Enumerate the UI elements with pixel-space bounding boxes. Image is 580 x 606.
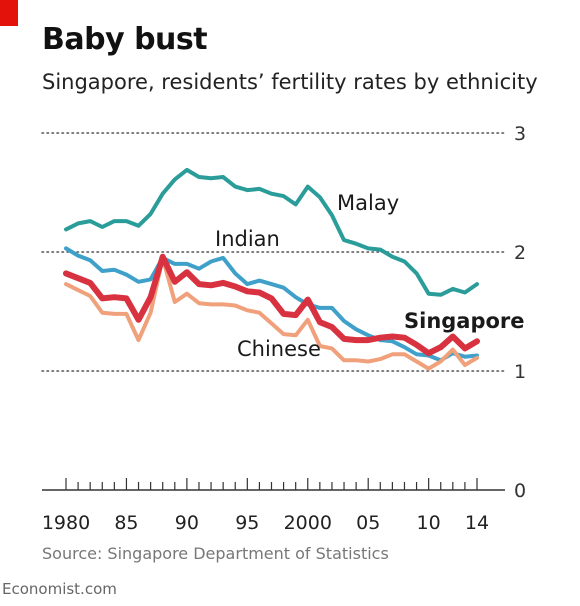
- brand-red-tag: [0, 0, 18, 26]
- y-tick-label: 3: [514, 123, 526, 145]
- x-tick-label: 90: [175, 512, 199, 534]
- y-tick-label: 0: [514, 480, 526, 502]
- y-tick-label: 1: [514, 361, 526, 383]
- series-line-malay: [64, 167, 479, 297]
- series-lines: [63, 167, 480, 371]
- chart-title: Baby bust: [42, 22, 208, 57]
- x-tick-label: 95: [235, 512, 259, 534]
- series-line-singapore: [63, 253, 480, 357]
- y-tick-labels: 0 1 2 3: [514, 123, 526, 502]
- x-tick-labels: 1980 85 90 95 2000 05 10 14: [42, 512, 489, 534]
- x-tick-label: 2000: [284, 512, 332, 534]
- y-tick-label: 2: [514, 242, 526, 264]
- fertility-line-chart: 0 1 2 3 1980 85 90 95 2000 05 10 14 Malay Indian Chi…: [41, 123, 526, 534]
- brand-footer: Economist.com: [2, 580, 117, 598]
- x-axis: [42, 478, 505, 491]
- x-tick-label: 10: [417, 512, 441, 534]
- series-label-singapore: Singapore: [404, 309, 525, 333]
- series-line-chinese: [64, 255, 479, 371]
- chart-subtitle: Singapore, residents’ fertility rates by…: [42, 70, 538, 94]
- gridlines: [41, 132, 506, 372]
- x-tick-label: 1980: [42, 512, 90, 534]
- series-label-chinese: Chinese: [237, 337, 321, 361]
- x-tick-label: 14: [465, 512, 489, 534]
- x-tick-label: 85: [114, 512, 138, 534]
- series-line-indian: [64, 246, 479, 363]
- series-label-indian: Indian: [215, 227, 280, 251]
- x-tick-label: 05: [356, 512, 380, 534]
- series-labels: Malay Indian Chinese Singapore: [215, 191, 525, 361]
- series-label-malay: Malay: [337, 191, 399, 215]
- source-note: Source: Singapore Department of Statisti…: [42, 544, 389, 563]
